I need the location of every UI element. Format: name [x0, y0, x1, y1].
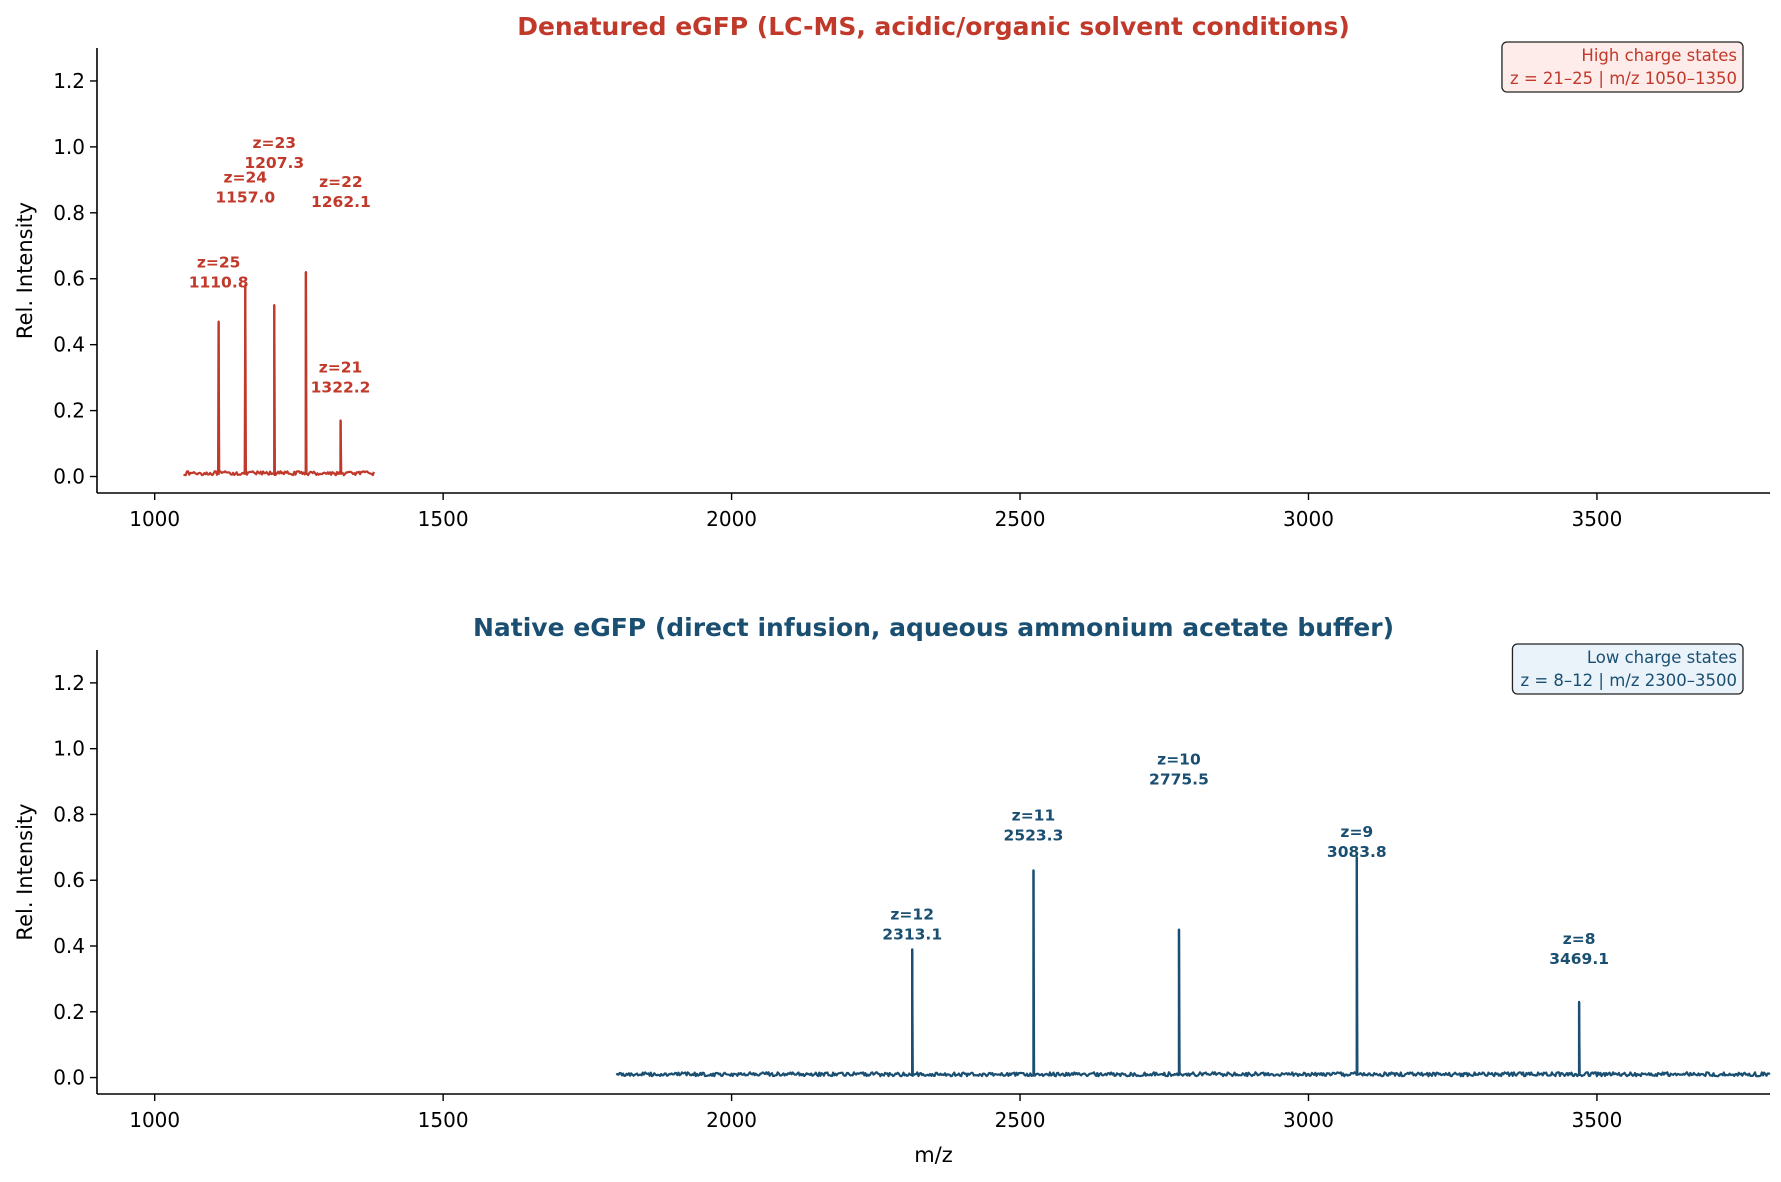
chart-title: Native eGFP (direct infusion, aqueous am… [473, 613, 1394, 642]
peak-label-charge: z=21 [319, 358, 363, 376]
info-box [1511, 643, 1744, 695]
y-axis-label: Rel. Intensity [13, 803, 37, 940]
info-box-line2: z = 21–25 | m/z 1050–1350 [1510, 69, 1737, 88]
info-box-line1: Low charge states [1587, 648, 1737, 667]
y-tick-label: 1.0 [53, 135, 85, 159]
peak-label-mz: 1207.3 [244, 154, 304, 172]
peak-label-mz: 1322.2 [311, 378, 371, 396]
peak-label-charge: z=12 [890, 905, 934, 923]
y-tick-label: 0.6 [53, 267, 85, 291]
x-tick-label: 1500 [418, 1108, 469, 1132]
info-box-line1: High charge states [1581, 46, 1737, 65]
y-tick-label: 1.2 [53, 671, 85, 695]
x-tick-label: 3000 [1283, 507, 1334, 531]
peak-label-charge: z=11 [1012, 806, 1056, 824]
y-tick-label: 0.0 [53, 1066, 85, 1090]
y-tick-label: 0.4 [53, 934, 85, 958]
peak-label-charge: z=22 [319, 173, 363, 191]
peak-label-charge: z=10 [1157, 751, 1201, 769]
native-spectrum-panel: Native eGFP (direct infusion, aqueous am… [13, 613, 1771, 1167]
peak-label-mz: 3469.1 [1549, 950, 1609, 968]
x-tick-label: 3000 [1283, 1108, 1334, 1132]
y-tick-label: 0.2 [53, 399, 85, 423]
peak-label-charge: z=24 [223, 168, 267, 186]
x-axis-label: m/z [914, 1143, 953, 1167]
x-tick-label: 2500 [995, 1108, 1046, 1132]
peak-label-charge: z=9 [1340, 823, 1373, 841]
x-tick-label: 2000 [706, 507, 757, 531]
x-tick-label: 2000 [706, 1108, 757, 1132]
peak-label-charge: z=23 [252, 134, 296, 152]
peak-label-charge: z=8 [1563, 930, 1596, 948]
peak-label-mz: 1262.1 [311, 193, 371, 211]
y-tick-label: 0.8 [53, 201, 85, 225]
peak-label-charge: z=25 [197, 254, 241, 272]
x-tick-label: 3500 [1571, 1108, 1622, 1132]
peak-label-mz: 2775.5 [1149, 771, 1209, 789]
peak-label-mz: 3083.8 [1327, 843, 1387, 861]
x-tick-label: 1500 [418, 507, 469, 531]
denatured-spectrum-panel: Denatured eGFP (LC-MS, acidic/organic so… [13, 12, 1770, 531]
y-tick-label: 0.6 [53, 868, 85, 892]
chart-title: Denatured eGFP (LC-MS, acidic/organic so… [517, 12, 1350, 41]
peak-label-mz: 1157.0 [215, 188, 275, 206]
info-box [1501, 41, 1744, 93]
info-box-line2: z = 8–12 | m/z 2300–3500 [1520, 671, 1737, 690]
peak-label-mz: 2313.1 [882, 925, 942, 943]
y-tick-label: 1.0 [53, 737, 85, 761]
y-tick-label: 0.4 [53, 333, 85, 357]
x-tick-label: 3500 [1571, 507, 1622, 531]
y-tick-label: 0.8 [53, 802, 85, 826]
y-tick-label: 0.2 [53, 1000, 85, 1024]
x-tick-label: 1000 [129, 1108, 180, 1132]
y-tick-label: 1.2 [53, 69, 85, 93]
y-tick-label: 0.0 [53, 465, 85, 489]
x-tick-label: 2500 [995, 507, 1046, 531]
y-axis-label: Rel. Intensity [13, 202, 37, 339]
peak-label-mz: 1110.8 [189, 274, 249, 292]
x-tick-label: 1000 [129, 507, 180, 531]
peak-label-mz: 2523.3 [1004, 826, 1064, 844]
